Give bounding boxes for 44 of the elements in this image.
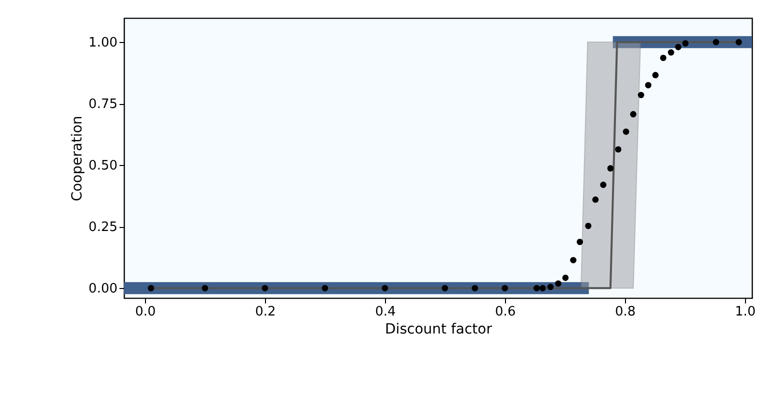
point <box>638 92 644 98</box>
point <box>202 285 208 292</box>
x-axis-title: Discount factor <box>385 322 492 338</box>
point <box>547 284 554 290</box>
point <box>607 165 614 172</box>
point <box>600 182 606 188</box>
x-tick-label: 0.6 <box>495 304 516 320</box>
point <box>262 285 268 292</box>
x-tick-label: 1.0 <box>734 304 756 320</box>
y-tick-label: 0.50 <box>88 158 118 174</box>
x-tick-label: 0.4 <box>375 304 396 320</box>
point <box>382 285 388 292</box>
point <box>148 285 154 292</box>
x-tick-label: 0.8 <box>614 304 636 320</box>
point <box>576 238 584 246</box>
point <box>472 285 478 292</box>
point <box>660 54 666 62</box>
point <box>615 146 622 153</box>
point <box>570 256 576 264</box>
point <box>622 128 630 135</box>
point <box>562 274 569 281</box>
point <box>502 285 508 292</box>
point <box>540 285 546 292</box>
point <box>668 49 674 56</box>
y-tick-label: 0.25 <box>88 220 118 236</box>
point <box>630 111 636 118</box>
point <box>682 40 689 46</box>
point <box>534 285 540 292</box>
point <box>592 196 599 203</box>
point <box>736 38 742 46</box>
point <box>585 222 592 230</box>
point <box>712 38 720 46</box>
x-tick-label: 0.0 <box>135 304 156 320</box>
y-tick-label: 1.00 <box>88 36 118 51</box>
x-tick-label: 0.2 <box>255 304 276 320</box>
point <box>322 285 328 292</box>
y-axis-title: Cooperation <box>70 116 86 202</box>
y-tick-label: 0.00 <box>88 282 118 297</box>
y-tick-label: 0.75 <box>88 97 118 112</box>
point <box>652 72 659 78</box>
point <box>645 82 652 88</box>
point <box>442 285 448 292</box>
point <box>675 44 682 50</box>
point <box>555 280 562 287</box>
